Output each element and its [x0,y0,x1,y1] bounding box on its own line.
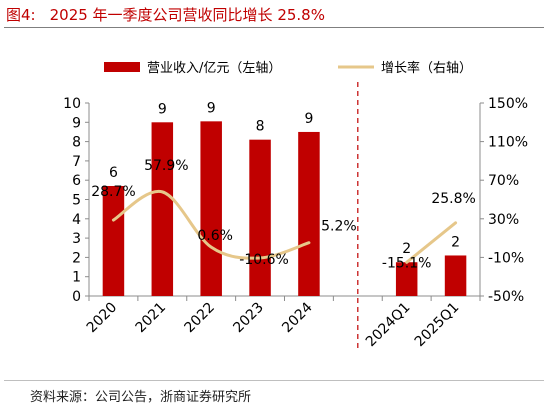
right-axis-tick-label: 110% [488,135,528,151]
legend-line-label: 增长率（右轴） [381,60,472,76]
growth-data-label: 28.7% [91,184,135,200]
x-axis-tick-label: 2020 [84,300,121,337]
revenue-bar [249,139,271,296]
x-axis-tick-label: 2022 [182,300,219,337]
figure-number: 图4: [6,6,36,24]
growth-data-label: 5.2% [321,219,357,235]
figure-title-text: 2025 年一季度公司营收同比增长 25.8% [49,6,325,24]
source-note: 资料来源：公司公告，浙商证券研究所 [30,390,252,405]
left-axis-tick-label: 2 [72,250,81,266]
left-axis-tick-label: 5 [72,193,81,209]
revenue-bar [444,255,467,296]
growth-data-label: 57.9% [144,158,188,174]
figure-title: 图4: 2025 年一季度公司营收同比增长 25.8% [6,4,325,25]
x-axis-tick-label: 2024 [279,299,316,336]
right-axis-tick-label: -50% [488,289,524,305]
revenue-bar [395,262,418,296]
growth-data-label: 0.6% [197,228,233,244]
right-axis-tick-label: -10% [488,250,524,266]
x-axis-tick-label: 2023 [230,300,267,337]
right-axis-tick-label: 150% [488,96,528,112]
revenue-data-label: 6 [109,165,118,181]
footer-divider [4,380,544,381]
left-axis-tick-label: 3 [72,231,81,247]
legend-bar-swatch [104,62,140,72]
growth-rate-line [111,190,311,260]
revenue-data-label: 9 [207,100,216,116]
revenue-data-label: 9 [304,111,313,127]
left-axis-tick-label: 4 [72,212,81,228]
x-axis-tick-label: 2025Q1 [412,300,463,351]
x-axis-tick-label: 2024Q1 [363,300,414,351]
revenue-bar [298,131,320,296]
revenue-bar [102,185,125,296]
growth-rate-line [405,221,458,264]
left-axis-tick-label: 6 [72,173,81,189]
left-axis-tick-label: 0 [72,289,81,305]
revenue-data-label: 9 [158,101,167,117]
left-axis-tick-label: 9 [72,115,81,131]
revenue-data-label: 2 [451,234,460,250]
growth-data-label: -10.6% [239,252,289,268]
x-axis-tick-label: 2021 [133,300,170,337]
growth-data-label: 25.8% [431,191,475,207]
revenue-data-label: 8 [256,119,265,135]
legend-bar-label: 营业收入/亿元（左轴） [147,61,281,76]
left-axis-tick-label: 7 [72,154,81,170]
left-axis-tick-label: 8 [72,135,81,151]
revenue-data-label: 2 [402,241,411,257]
revenue-bar [151,122,174,296]
revenue-bar [200,121,222,297]
right-axis-tick-label: 30% [488,212,519,228]
right-axis-tick-label: 70% [488,173,519,189]
title-divider [4,27,544,28]
left-axis-tick-label: 10 [63,96,81,112]
growth-data-label: -15.1% [382,255,432,271]
left-axis-tick-label: 1 [72,270,81,286]
